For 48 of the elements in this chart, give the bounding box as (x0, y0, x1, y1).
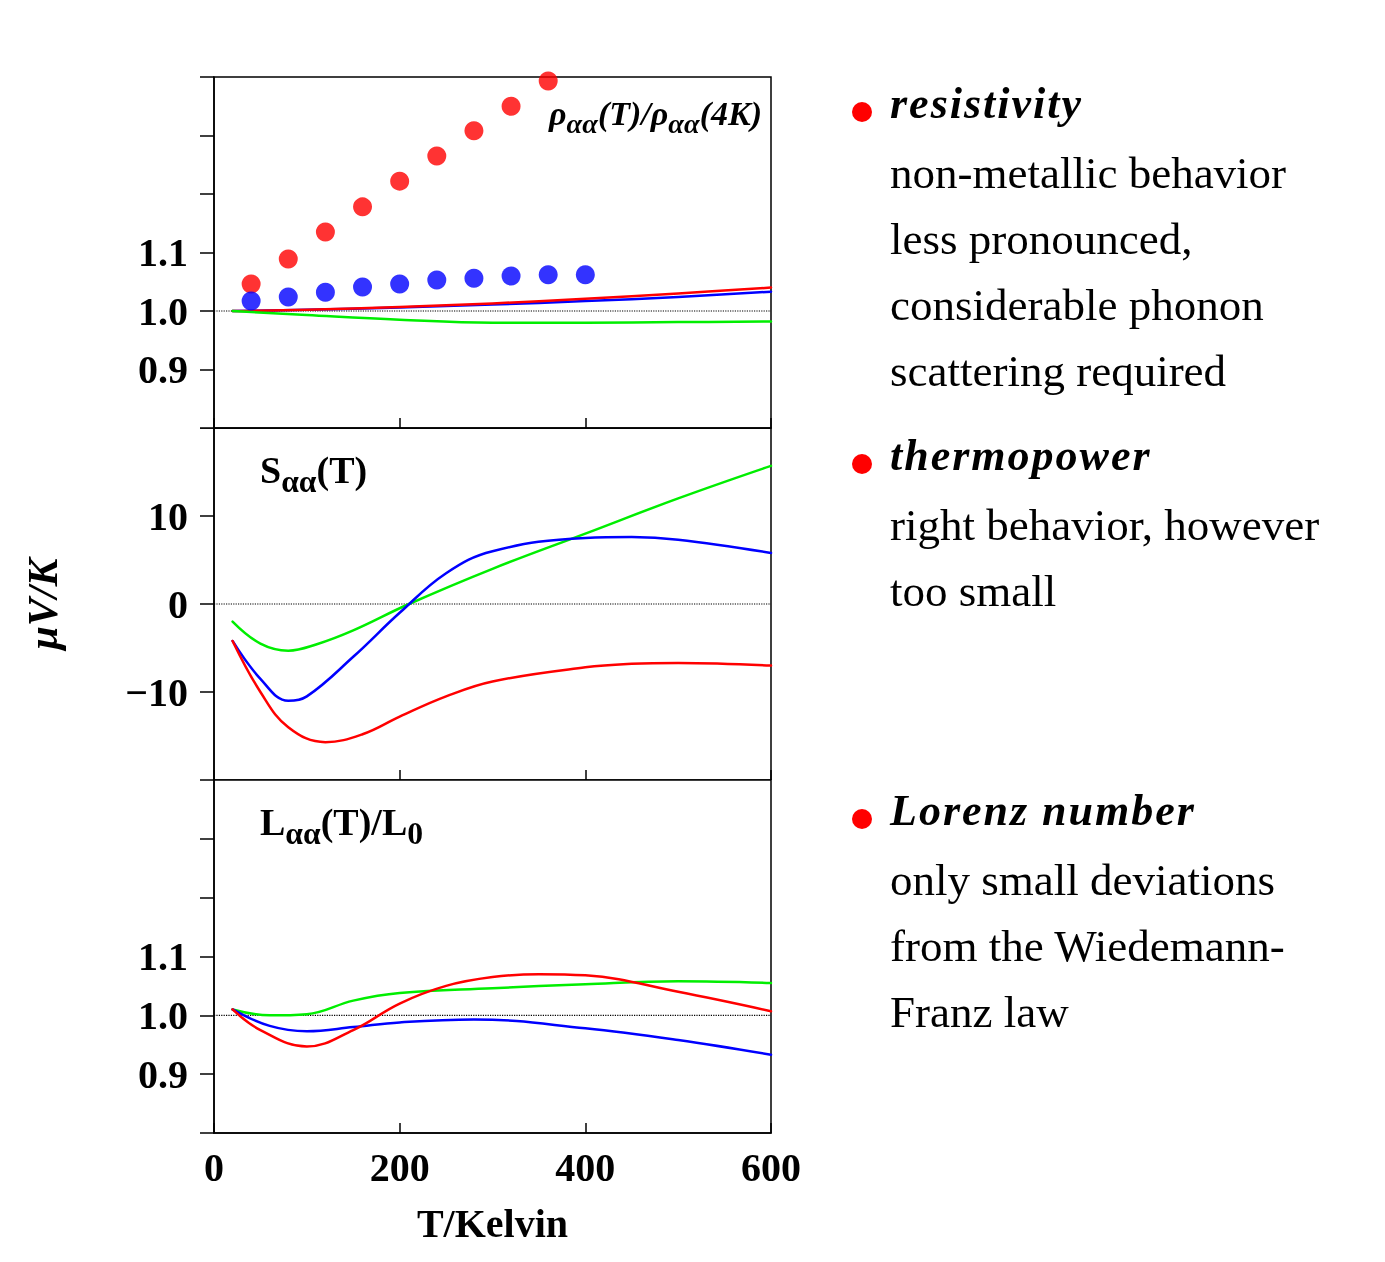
x-axis-title: T/Kelvin (416, 1200, 569, 1246)
point (241, 291, 261, 311)
text: only small deviations from the Wiedemann-Franz law (890, 854, 1286, 1039)
text: thermopower (890, 430, 1152, 481)
annotation: ρ$_{αα}$(T)/ρ$_{αα}$(4K) (549, 95, 762, 140)
point (315, 222, 335, 242)
point (241, 274, 261, 294)
y-tick-label: −10 (125, 669, 188, 715)
y-tick-label: 1.1 (138, 934, 188, 979)
point (501, 96, 521, 116)
point (575, 265, 595, 285)
text: resistivity (890, 78, 1084, 129)
y-tick-label: 0 (168, 581, 188, 627)
text: right behavior, however too small (890, 499, 1321, 618)
y-tick-label: 1.1 (138, 230, 188, 275)
point (278, 287, 298, 307)
point (464, 268, 484, 288)
x-tick-label: 0 (204, 1144, 224, 1190)
y-tick-label: 1.0 (138, 288, 188, 334)
point (427, 146, 447, 166)
text: Lorenz number (890, 785, 1196, 836)
annotation: S$_{αα}$(T) (260, 448, 368, 500)
annotation: L$_{αα}$(T)/L$_{0}$ (260, 800, 424, 852)
point (427, 270, 447, 290)
y-axis-title: μV/K (20, 555, 66, 652)
point (538, 265, 558, 285)
line-series (231, 1008, 773, 1056)
text: non-metallic behavior less pronounced, considerable phonon scattering required (890, 147, 1288, 398)
y-tick-label: 0.9 (138, 1051, 188, 1097)
x-tick-label: 400 (555, 1144, 616, 1190)
x-tick-label: 200 (369, 1144, 430, 1190)
point (538, 71, 558, 91)
y-tick-label: 0.9 (138, 347, 188, 392)
point (390, 171, 410, 191)
point (390, 274, 410, 294)
point (464, 121, 484, 141)
y-tick-label: 10 (148, 493, 188, 539)
line-series (231, 972, 773, 1048)
point (501, 266, 521, 286)
y-tick-label: 1.0 (138, 992, 188, 1038)
line-series (231, 979, 773, 1017)
line-series (231, 309, 773, 324)
point (353, 197, 373, 217)
point (315, 282, 335, 302)
x-tick-label: 600 (741, 1144, 801, 1190)
line-series (231, 639, 773, 744)
point (353, 277, 373, 297)
point (278, 249, 298, 269)
